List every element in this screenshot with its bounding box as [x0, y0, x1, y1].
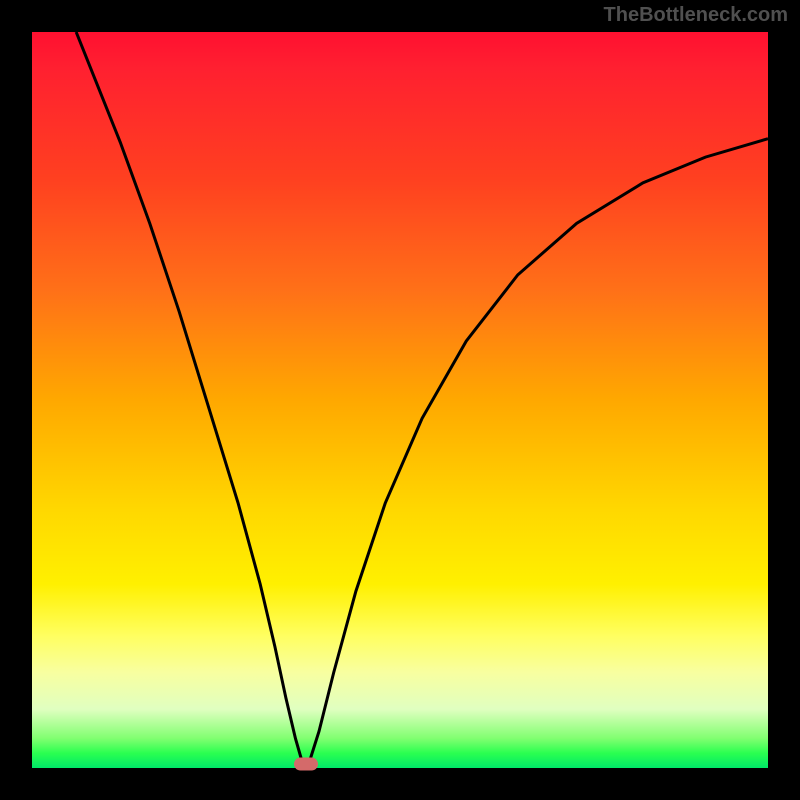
curve-left-branch: [76, 32, 306, 768]
plot-area: [32, 32, 768, 768]
watermark-text: TheBottleneck.com: [604, 4, 788, 27]
chart-container: TheBottleneck.com: [0, 0, 800, 800]
curve-svg: [32, 32, 768, 768]
curve-right-branch: [306, 139, 768, 768]
min-marker: [294, 758, 318, 771]
